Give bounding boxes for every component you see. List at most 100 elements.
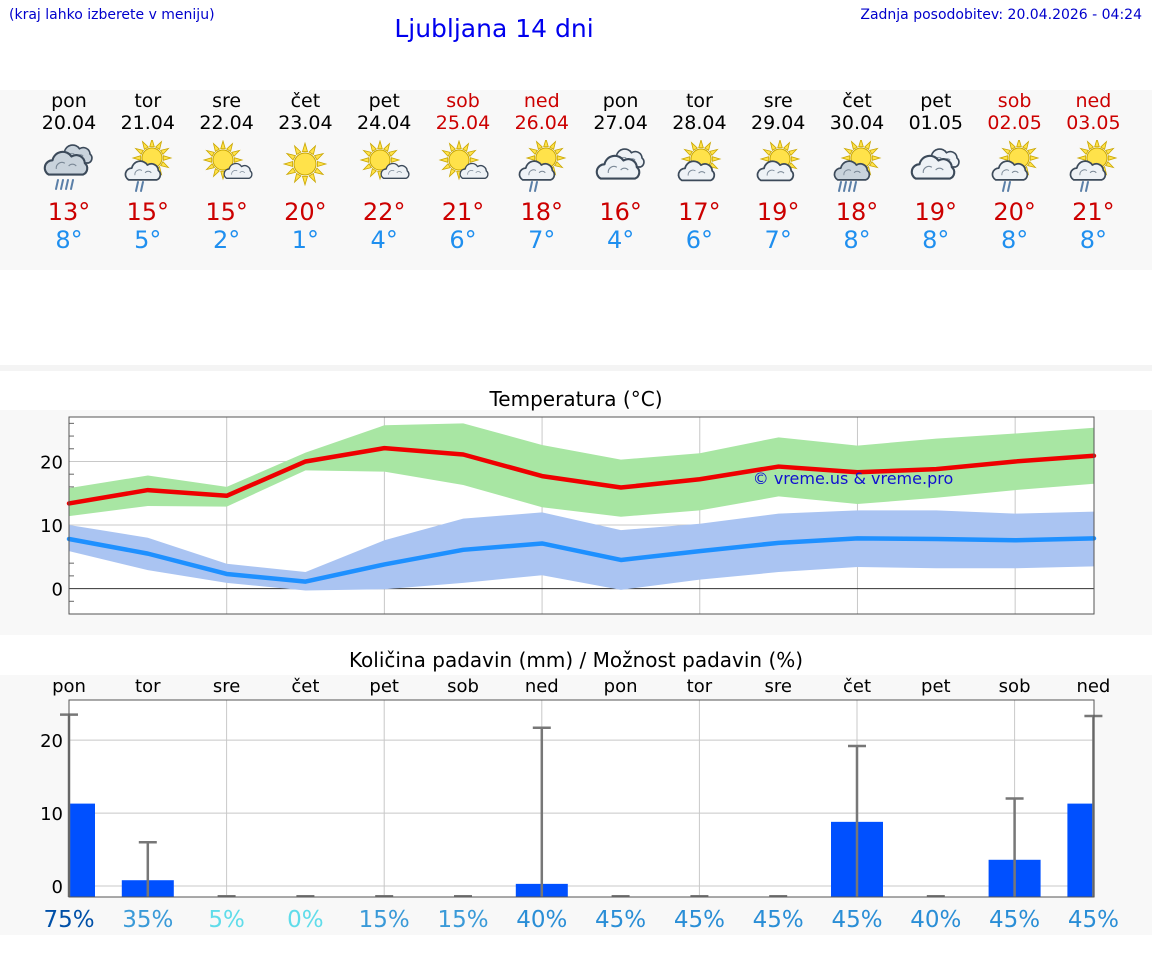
- rain-drop: [70, 179, 74, 190]
- rain-drop: [55, 179, 59, 190]
- sun-ray: [762, 148, 773, 157]
- y-tick-label: 20: [40, 452, 63, 473]
- x-category-label: pon: [604, 676, 638, 697]
- day-date: 21.04: [120, 112, 175, 134]
- sun-small-cloud-icon: [359, 140, 410, 181]
- max-temperature: 15°: [205, 198, 248, 226]
- day-name: pon: [51, 90, 87, 112]
- sun-small-cloud-icon: [202, 140, 253, 181]
- sun-cloud-rain-icon: [1070, 140, 1118, 192]
- cloud-shape: [380, 162, 410, 180]
- sun-cloud-heavy-rain-icon: [833, 140, 882, 192]
- precipitation-bar: [69, 803, 95, 897]
- precipitation-chart: 0 10 20 pon tor sre čet pet sob ned pon tor sre čet pe…: [40, 676, 1119, 933]
- max-temperature: 22°: [362, 198, 406, 226]
- sun-ray: [362, 162, 373, 171]
- cloud-detail: [607, 165, 629, 173]
- sun-rays: [359, 140, 401, 181]
- sun-ray: [362, 149, 373, 158]
- max-temperature: 17°: [678, 198, 721, 226]
- cloud-detail: [922, 165, 944, 173]
- x-category-label: sob: [447, 676, 479, 697]
- precipitation-probability: 35%: [122, 907, 173, 933]
- rain-drop: [533, 181, 538, 192]
- sun-ray: [294, 172, 303, 184]
- sun-ray: [1008, 140, 1016, 150]
- max-temperature: 16°: [599, 198, 642, 226]
- sun-ray: [556, 155, 567, 161]
- sun-ray: [212, 168, 220, 178]
- day-name: sob: [997, 90, 1032, 112]
- sun-ray: [141, 140, 149, 150]
- cloud-shape: [124, 160, 161, 181]
- y-tick-label: 0: [52, 580, 63, 601]
- cloud-heavy-rain-icon: [43, 144, 93, 190]
- sun-ray: [314, 167, 325, 176]
- x-category-label: čet: [843, 676, 871, 697]
- max-range-band: [69, 423, 1094, 517]
- sun-ray: [1108, 155, 1118, 161]
- y-tick-label: 20: [40, 731, 63, 752]
- cloudy-icon: [910, 148, 960, 180]
- min-temperature: 1°: [291, 226, 320, 254]
- plot-area: [69, 700, 1094, 897]
- sun-disc: [369, 149, 391, 171]
- precipitation-probability: 40%: [516, 907, 567, 933]
- cloud-outline: [833, 160, 871, 181]
- min-temperature: 2°: [212, 226, 241, 254]
- sun-ray: [759, 156, 770, 162]
- sun-ray: [712, 156, 722, 162]
- max-temperature: 21°: [1072, 198, 1115, 226]
- rain-drop: [1001, 181, 1006, 192]
- day-date: 22.04: [199, 112, 254, 134]
- sun-small-cloud-icon: [359, 140, 410, 181]
- rain-drop: [134, 181, 139, 192]
- x-category-label: sob: [999, 676, 1031, 697]
- min-temperature: 8°: [1079, 226, 1108, 254]
- sun-ray: [542, 140, 549, 148]
- sun-cloud-rain-icon: [518, 140, 567, 192]
- min-temperature-line: [66, 536, 1097, 584]
- sun-ray: [294, 144, 303, 156]
- sun-ray: [308, 172, 317, 184]
- sun-ray: [1105, 160, 1116, 169]
- sun-ray: [1000, 147, 1011, 156]
- x-category-label: pon: [52, 676, 86, 697]
- precipitation-bar: [1067, 803, 1094, 897]
- cloud-outline: [380, 162, 410, 180]
- precipitation-probability: 45%: [595, 907, 646, 933]
- sun-cloud-rain-icon: [1070, 140, 1118, 192]
- day-date: 29.04: [750, 112, 806, 134]
- day-date: 01.05: [908, 112, 963, 134]
- day-date: 23.04: [278, 112, 333, 134]
- cloud-outline: [43, 150, 89, 176]
- rain-drop: [139, 181, 144, 192]
- sun-cloud-rain-icon: [124, 140, 173, 192]
- sun-ray: [553, 147, 564, 156]
- sun-ray: [704, 141, 712, 151]
- sun-ray: [683, 148, 694, 157]
- min-temperature: 5°: [134, 226, 162, 254]
- cloud-shape: [1070, 160, 1107, 181]
- sun-ray: [302, 175, 309, 187]
- cloud-outline: [910, 154, 956, 180]
- max-temperature: 18°: [835, 198, 879, 226]
- sun-ray: [1026, 147, 1037, 156]
- min-temperature: 8°: [922, 226, 950, 254]
- x-category-label: sre: [764, 676, 791, 697]
- max-temperature-line: [66, 445, 1097, 506]
- sun-ray: [286, 152, 297, 161]
- y-tick-label: 0: [52, 877, 63, 898]
- sun-ray: [391, 157, 401, 163]
- cloud-shape: [910, 154, 956, 180]
- sun-ray: [441, 162, 451, 171]
- max-temperature: 19°: [756, 198, 800, 226]
- cloud-detail: [1001, 169, 1019, 176]
- sun-cloud-rain-icon: [518, 140, 567, 192]
- min-temperature: 7°: [528, 226, 556, 254]
- x-category-label: pet: [369, 676, 399, 697]
- sun-cloud-rain-icon: [124, 140, 173, 192]
- sun-small-cloud-icon: [438, 140, 489, 181]
- day-date: 03.05: [1066, 112, 1121, 134]
- sun-ray: [869, 147, 879, 156]
